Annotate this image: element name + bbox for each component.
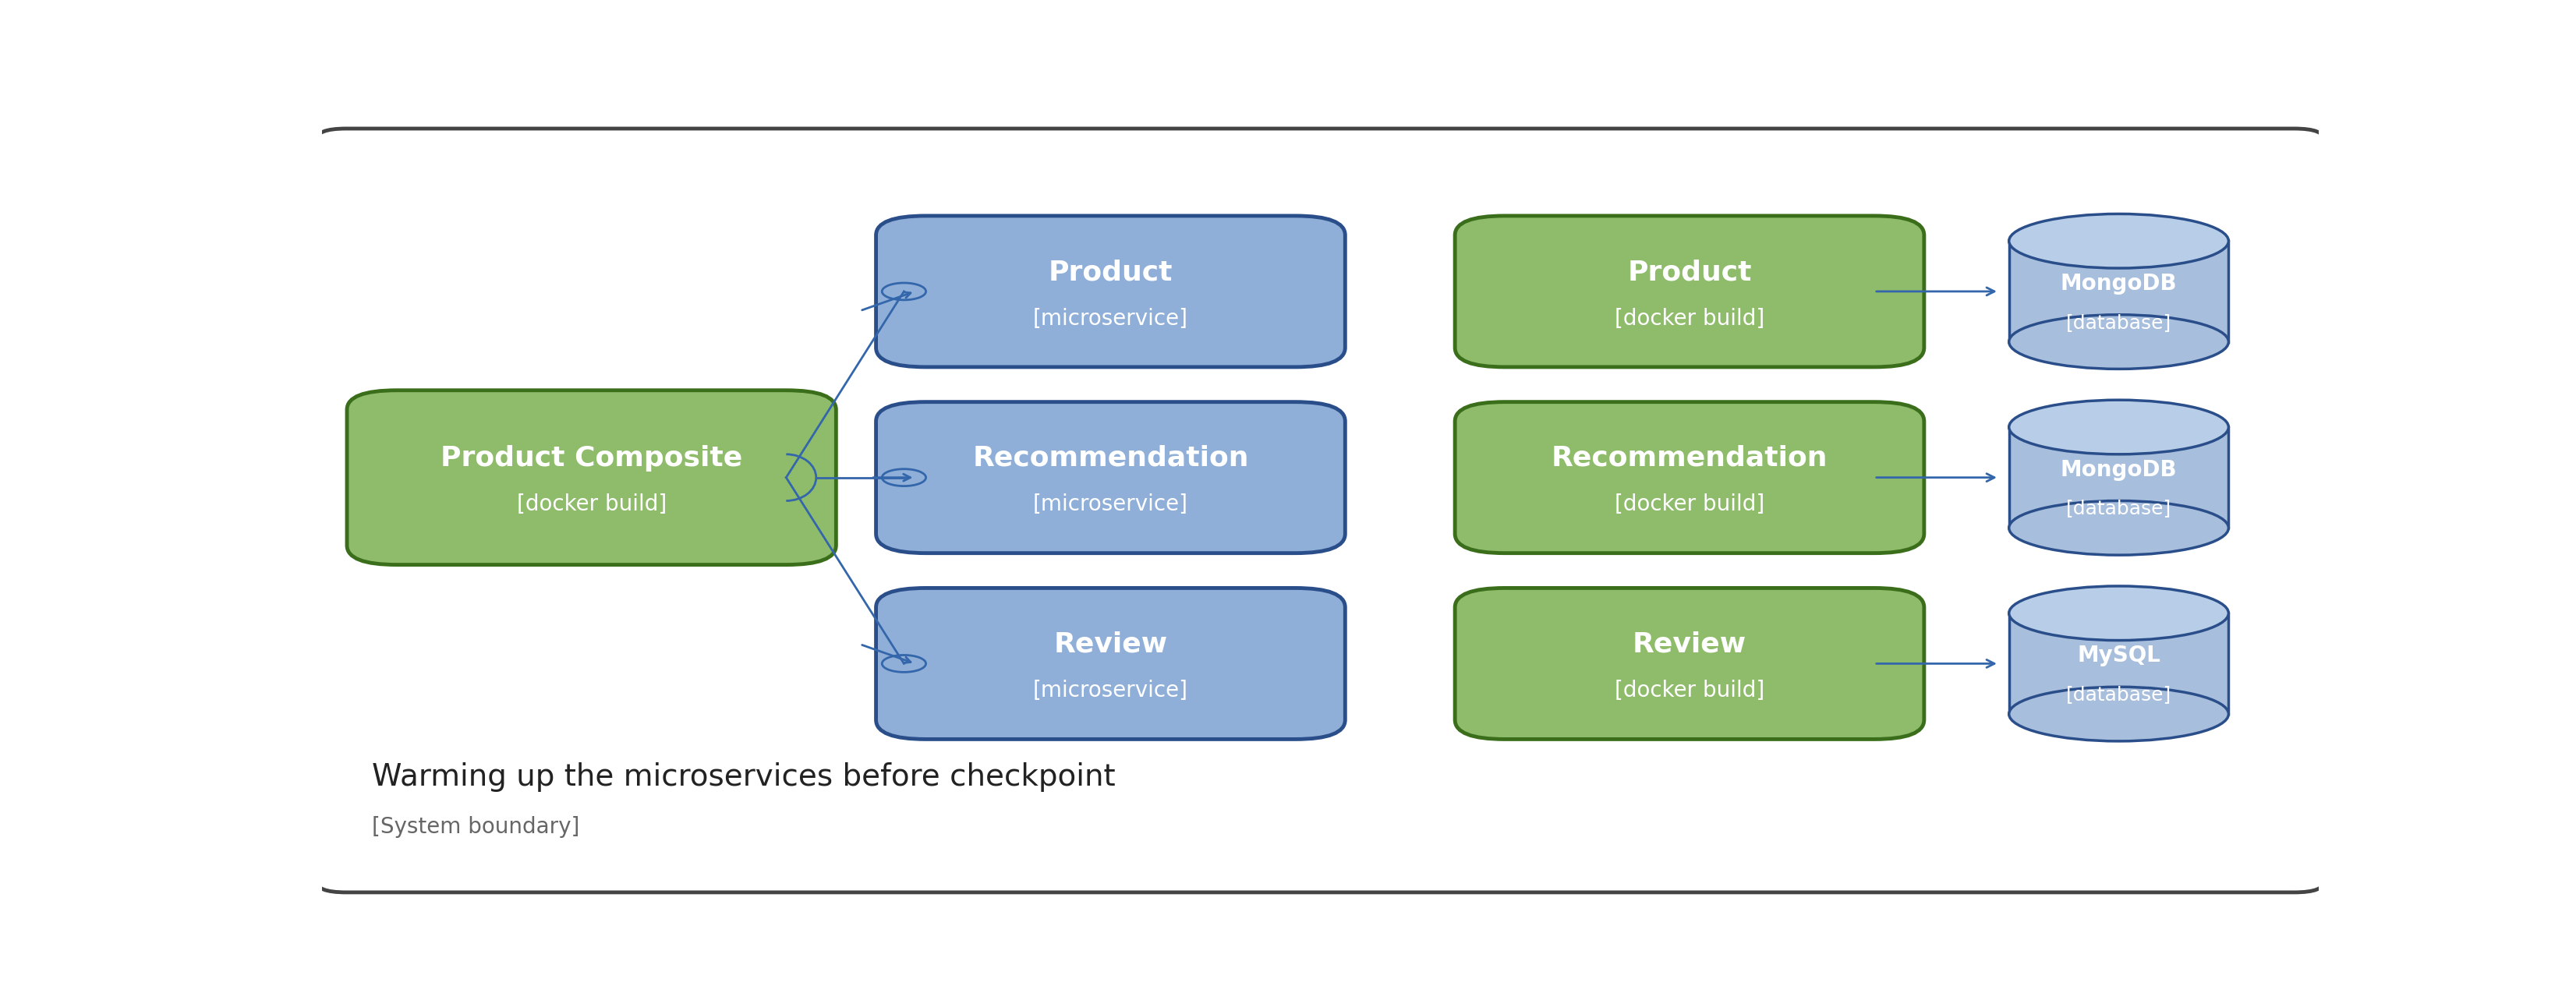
Text: [docker build]: [docker build] — [1615, 308, 1765, 329]
Text: [database]: [database] — [2066, 313, 2172, 331]
Text: Review: Review — [1633, 631, 1747, 658]
Text: [docker build]: [docker build] — [518, 493, 667, 516]
Text: Recommendation: Recommendation — [971, 445, 1249, 471]
Ellipse shape — [2009, 400, 2228, 454]
FancyBboxPatch shape — [876, 215, 1345, 367]
FancyBboxPatch shape — [876, 402, 1345, 553]
FancyBboxPatch shape — [1455, 588, 1924, 739]
FancyBboxPatch shape — [1455, 215, 1924, 367]
Text: MongoDB: MongoDB — [2061, 459, 2177, 480]
Text: [database]: [database] — [2066, 686, 2172, 704]
Text: MongoDB: MongoDB — [2061, 273, 2177, 295]
Ellipse shape — [2009, 687, 2228, 741]
Text: [System boundary]: [System boundary] — [371, 817, 580, 838]
Text: Warming up the microservices before checkpoint: Warming up the microservices before chec… — [371, 762, 1115, 792]
Ellipse shape — [2009, 213, 2228, 268]
Ellipse shape — [2009, 314, 2228, 369]
Text: Product Composite: Product Composite — [440, 445, 742, 471]
Text: Review: Review — [1054, 631, 1167, 658]
Text: MySQL: MySQL — [2076, 644, 2161, 667]
Text: [microservice]: [microservice] — [1033, 493, 1188, 516]
Text: [docker build]: [docker build] — [1615, 680, 1765, 702]
FancyBboxPatch shape — [348, 391, 837, 565]
Bar — [2009, 241, 2228, 341]
Text: [database]: [database] — [2066, 499, 2172, 518]
FancyBboxPatch shape — [876, 588, 1345, 739]
Ellipse shape — [2009, 500, 2228, 555]
FancyBboxPatch shape — [1455, 402, 1924, 553]
Text: [microservice]: [microservice] — [1033, 308, 1188, 329]
Bar — [2009, 427, 2228, 528]
Text: [microservice]: [microservice] — [1033, 680, 1188, 702]
Bar — [2009, 613, 2228, 714]
Ellipse shape — [2009, 586, 2228, 640]
Text: Recommendation: Recommendation — [1551, 445, 1829, 471]
FancyBboxPatch shape — [317, 129, 2324, 892]
Text: Product: Product — [1628, 259, 1752, 285]
Text: [docker build]: [docker build] — [1615, 493, 1765, 516]
Text: Product: Product — [1048, 259, 1172, 285]
